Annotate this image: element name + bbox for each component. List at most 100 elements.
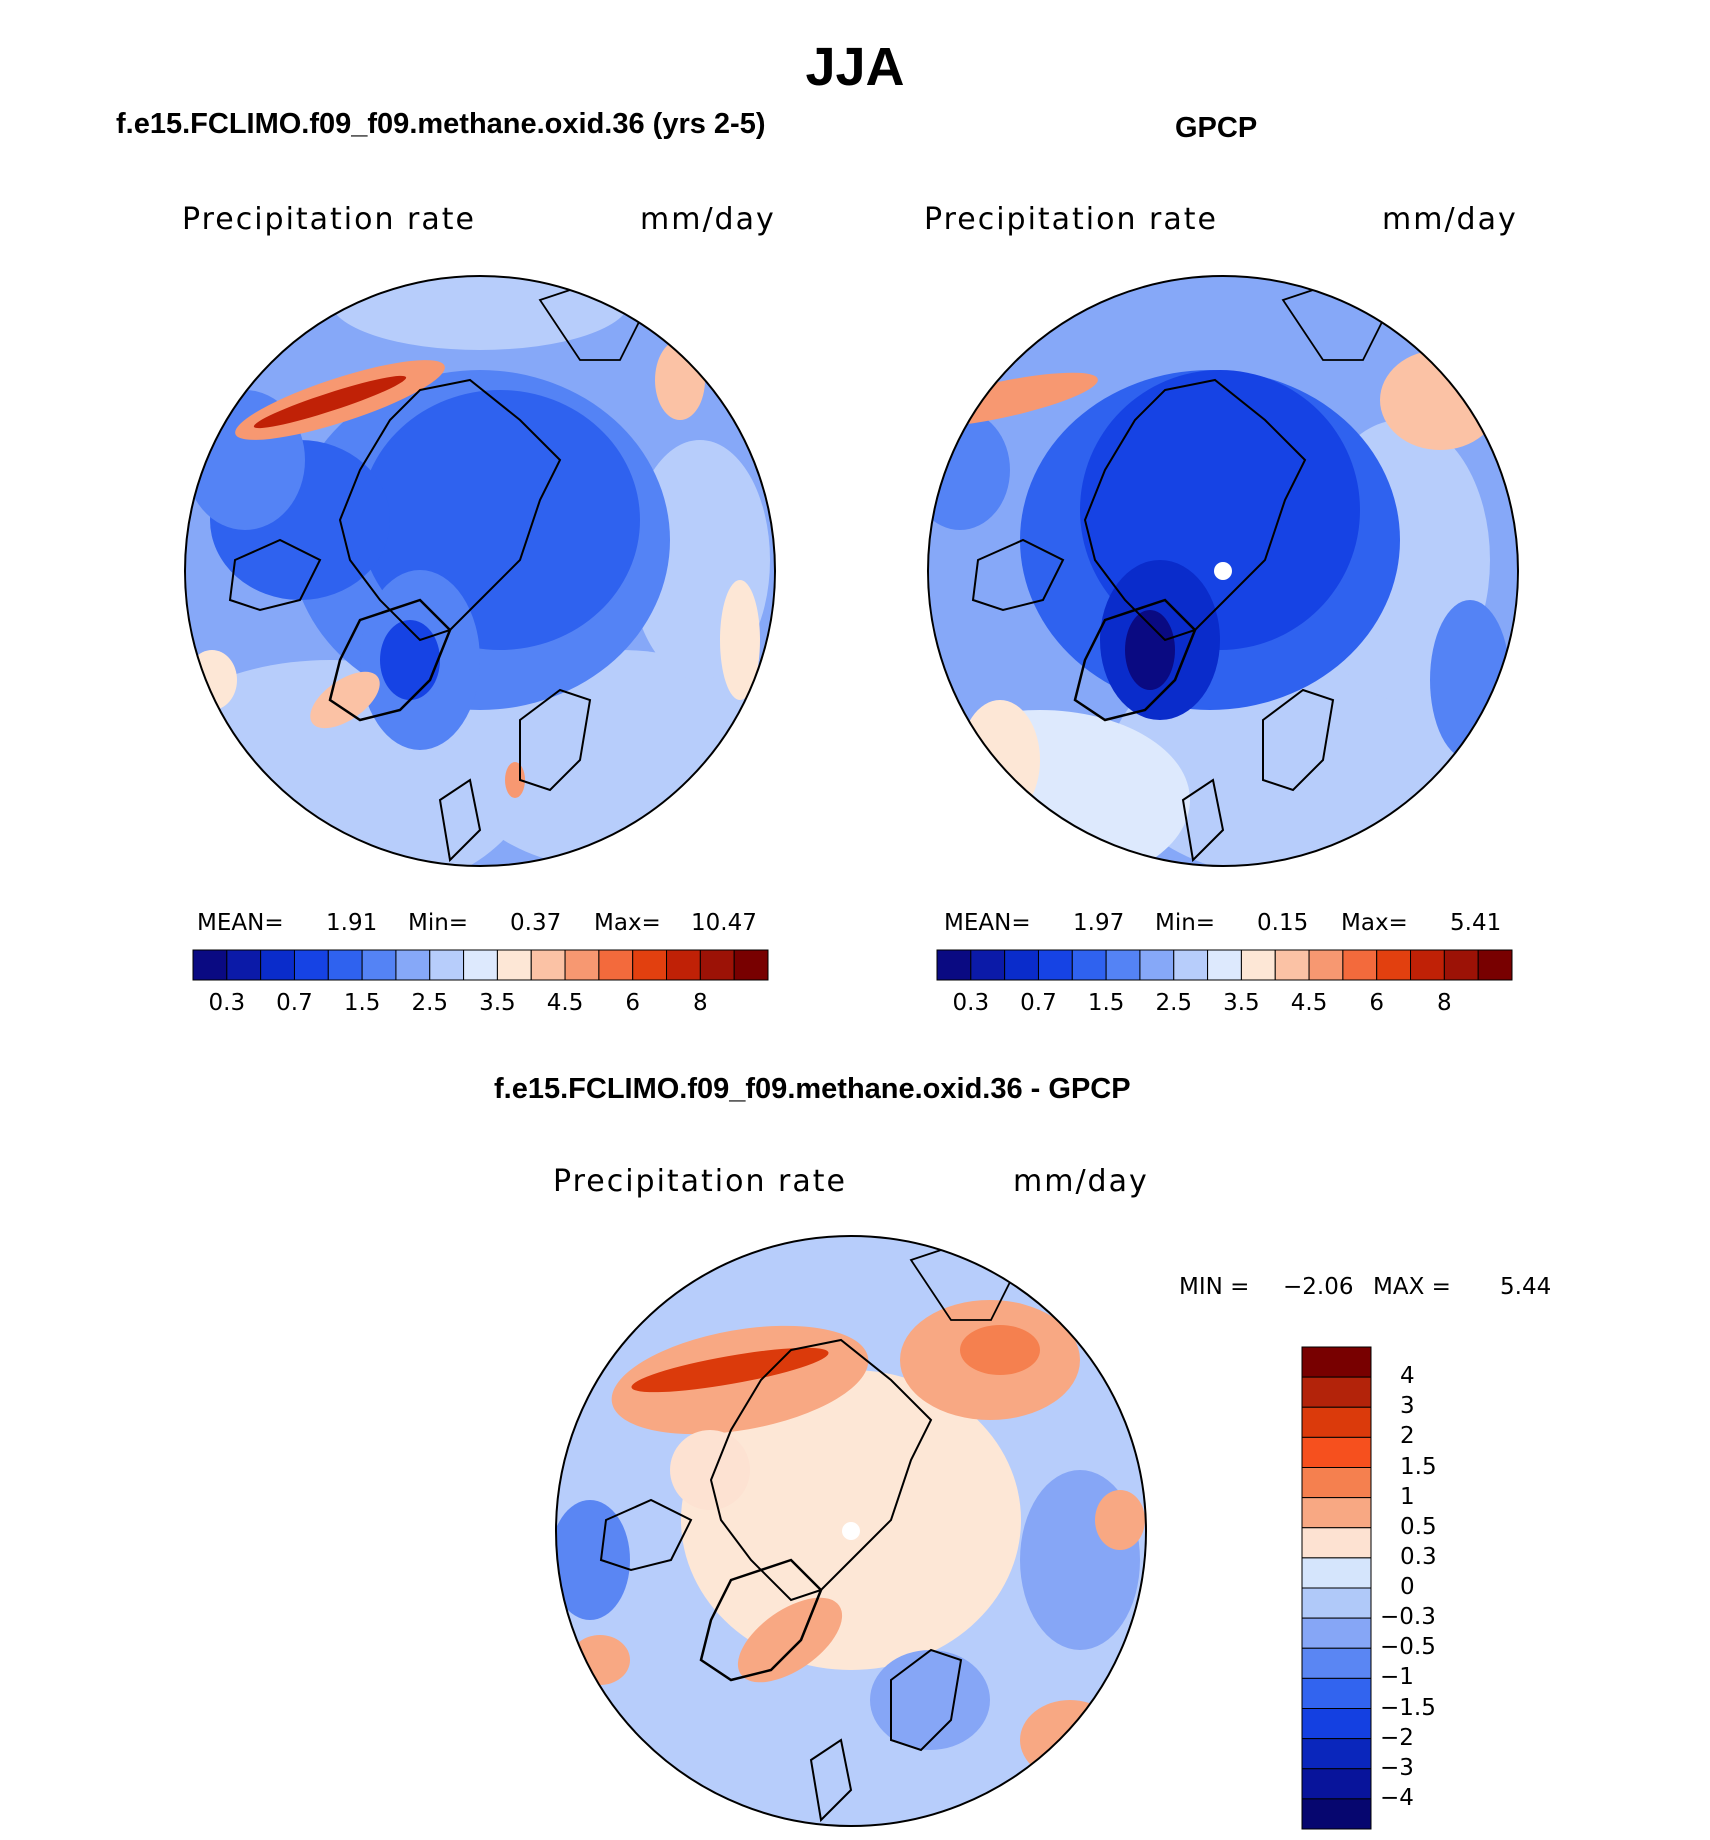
colorbar-swatch	[733, 949, 769, 981]
panel-2-mean-label: MEAN=	[944, 910, 1031, 936]
colorbar-tick-label: 1.5	[1400, 1453, 1437, 1480]
colorbar-tick-label: −0.5	[1380, 1634, 1436, 1661]
panel-3-max-label: MAX =	[1373, 1274, 1451, 1300]
panel-1-max-label: Max=	[594, 910, 661, 936]
colorbar-swatch	[1301, 1527, 1372, 1559]
colorbar-swatch	[632, 949, 668, 981]
colorbar-swatch	[1301, 1647, 1372, 1679]
panel-2-units-label: mm/day	[1382, 202, 1518, 237]
colorbar-swatch	[1301, 1708, 1372, 1740]
colorbar-swatch	[1240, 949, 1276, 981]
colorbar-swatch	[1173, 949, 1209, 981]
colorbar-swatch	[1342, 949, 1378, 981]
panel-2-title: GPCP	[1175, 112, 1258, 144]
colorbar-swatch	[1301, 1677, 1372, 1709]
panel-2-variable-label: Precipitation rate	[924, 202, 1218, 237]
colorbar-swatch	[1301, 1617, 1372, 1649]
colorbar-swatch	[666, 949, 701, 981]
colorbar-swatch	[970, 949, 1006, 981]
colorbar-tick-label: −1	[1380, 1664, 1414, 1691]
colorbar-swatch	[1139, 949, 1175, 981]
colorbar-swatch	[327, 949, 363, 981]
colorbar-swatch	[1301, 1406, 1372, 1438]
colorbar-swatch	[1301, 1346, 1372, 1378]
colorbar-tick-label: 8	[1437, 990, 1452, 1016]
colorbar-tick-label: −3	[1380, 1754, 1414, 1781]
colorbar-tick-label: 0.3	[952, 990, 990, 1016]
colorbar-tick-label: 8	[693, 990, 708, 1016]
colorbar-tick-label: 1	[1400, 1483, 1415, 1510]
colorbar-swatch	[1301, 1557, 1372, 1589]
colorbar-swatch	[699, 949, 735, 981]
colorbar-swatch	[1301, 1497, 1372, 1529]
colorbar-swatch	[1301, 1376, 1372, 1408]
panel-3-colorbar	[1301, 1346, 1372, 1830]
panel-2-mean-value: 1.97	[1073, 910, 1125, 936]
colorbar-swatch	[936, 949, 972, 981]
colorbar-swatch	[1301, 1768, 1372, 1800]
colorbar-swatch	[293, 949, 329, 981]
panel-3-min-label: MIN =	[1179, 1274, 1250, 1300]
colorbar-swatch	[1301, 1798, 1372, 1830]
colorbar-tick-label: 3	[1400, 1393, 1415, 1420]
panel-1-min-value: 0.37	[510, 910, 562, 936]
panel-1-colorbar	[192, 949, 769, 981]
colorbar-swatch	[530, 949, 566, 981]
colorbar-swatch	[1443, 949, 1479, 981]
colorbar-tick-label: 1.5	[343, 990, 381, 1016]
colorbar-swatch	[1037, 949, 1073, 981]
colorbar-swatch	[1105, 949, 1141, 981]
colorbar-tick-label: 0.7	[276, 990, 313, 1016]
colorbar-tick-label: 0	[1400, 1574, 1415, 1600]
colorbar-swatch	[1301, 1436, 1372, 1468]
panel-1-mean-value: 1.91	[326, 910, 378, 936]
panel-3-max-value: 5.44	[1500, 1274, 1552, 1300]
colorbar-swatch	[429, 949, 465, 981]
colorbar-swatch	[496, 949, 532, 981]
colorbar-swatch	[1301, 1738, 1372, 1770]
panel-3-variable-label: Precipitation rate	[553, 1164, 847, 1199]
panel-1-variable-label: Precipitation rate	[182, 202, 476, 237]
colorbar-tick-label: 4	[1400, 1363, 1415, 1390]
colorbar-swatch	[1308, 949, 1344, 981]
panel-2-max-label: Max=	[1341, 910, 1408, 936]
difference-map	[556, 1236, 1146, 1826]
figure-title: JJA	[805, 37, 905, 97]
colorbar-tick-label: 2.5	[1155, 990, 1193, 1016]
panel-3-colorbar-ticks: 4 3 2 1.5 1 0.5 0.3 0 −0.3 −0.5 −1 −1.5 −2 −3 −4	[1380, 1347, 1480, 1829]
colorbar-tick-label: 6	[625, 990, 641, 1016]
panel-2-colorbar-ticks: 0.3 0.7 1.5 2.5 3.5 4.5 6 8	[937, 990, 1512, 1020]
panel-1-min-label: Min=	[408, 910, 469, 936]
panel-1-mean-label: MEAN=	[197, 910, 284, 936]
panel-1-colorbar-ticks: 0.3 0.7 1.5 2.5 3.5 4.5 6 8	[193, 990, 768, 1020]
colorbar-swatch	[564, 949, 600, 981]
colorbar-tick-label: 0.7	[1020, 990, 1057, 1016]
colorbar-swatch	[598, 949, 634, 981]
colorbar-swatch	[1207, 949, 1242, 981]
colorbar-tick-label: 0.3	[208, 990, 246, 1016]
colorbar-swatch	[1071, 949, 1107, 981]
colorbar-tick-label: −0.3	[1380, 1604, 1436, 1631]
panel-2-min-label: Min=	[1155, 910, 1216, 936]
colorbar-swatch	[1274, 949, 1310, 981]
colorbar-swatch	[1004, 949, 1039, 981]
colorbar-swatch	[395, 949, 431, 981]
panel-1-max-value: 10.47	[691, 910, 757, 936]
panel-1-units-label: mm/day	[640, 202, 776, 237]
gpcp-precipitation-map	[928, 276, 1518, 866]
panel-2-max-value: 5.41	[1450, 910, 1502, 936]
colorbar-swatch	[1376, 949, 1412, 981]
colorbar-swatch	[260, 949, 295, 981]
colorbar-swatch	[226, 949, 262, 981]
panel-1-title: f.e15.FCLIMO.f09_f09.methane.oxid.36 (yr…	[116, 108, 766, 140]
panel-3-min-value: −2.06	[1283, 1274, 1354, 1300]
colorbar-swatch	[361, 949, 397, 981]
colorbar-swatch	[192, 949, 228, 981]
colorbar-tick-label: 6	[1369, 990, 1385, 1016]
colorbar-tick-label: −1.5	[1380, 1694, 1436, 1721]
colorbar-tick-label: −4	[1380, 1784, 1414, 1811]
panel-2-colorbar	[936, 949, 1513, 981]
colorbar-tick-label: −2	[1380, 1724, 1414, 1751]
colorbar-tick-label: 3.5	[1223, 990, 1260, 1016]
